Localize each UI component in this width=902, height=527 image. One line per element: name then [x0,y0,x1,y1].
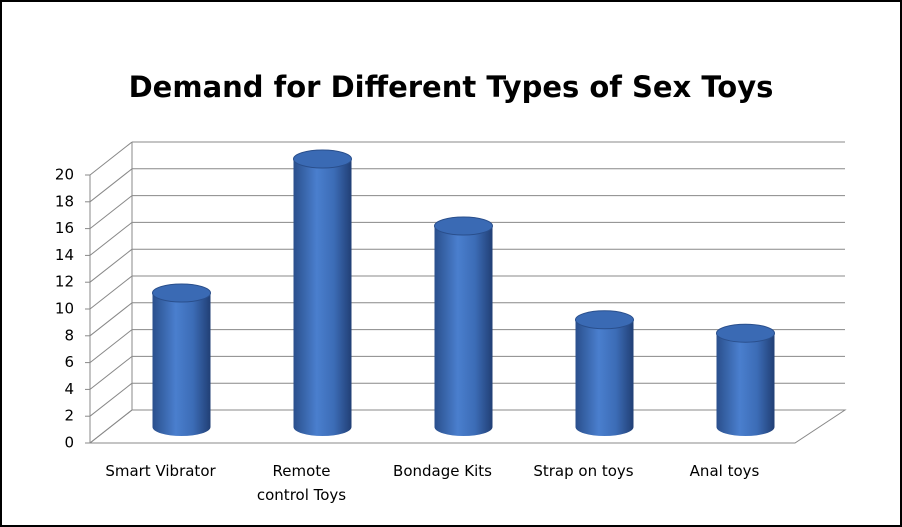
y-tick-label: 4 [64,380,74,398]
y-tick-label: 2 [64,407,74,425]
grid-line [89,329,133,363]
x-tick-label: Strap on toys [533,462,634,480]
x-tick-label: Bondage Kits [393,462,492,480]
bar-cap [152,283,211,303]
y-tick-label: 12 [55,273,74,291]
grid-line [89,302,133,337]
x-tick-wrap: Remote control Toys [256,462,347,504]
bar-cap [575,310,634,330]
x-tick-wrap: Bondage Kits [393,462,492,480]
grid-line [89,356,133,390]
y-tick-label: 8 [64,326,74,344]
grid-line [89,275,133,310]
x-tick-wrap: Anal toys [689,462,760,480]
bar-cap [434,216,493,236]
grid-line [89,222,133,256]
y-tick-label: 10 [55,300,74,318]
grid-line [89,168,133,203]
y-tick-label: 16 [55,219,74,237]
x-tick-label: Anal toys [689,462,760,480]
y-tick-label: 0 [64,434,74,452]
x-tick-label: Remote control Toys [256,462,347,504]
y-tick-label: 18 [55,192,74,210]
y-tick-label: 20 [55,166,74,184]
bar [575,319,634,436]
chart-title: Demand for Different Types of Sex Toys [129,70,774,104]
bar [434,226,493,436]
bar [293,159,352,436]
grid-line [89,141,133,176]
x-tick-label: Smart Vibrator [105,462,216,480]
x-tick-wrap: Strap on toys [533,462,634,480]
grid-line [89,248,133,283]
bar [152,293,211,436]
x-tick-wrap: Smart Vibrator [105,462,216,480]
bar-cap [293,149,352,169]
y-tick-label: 6 [64,353,74,371]
bar [716,333,775,436]
bar-cap [716,323,775,343]
y-tick-label: 14 [55,246,74,264]
grid-line [89,409,133,444]
grid-line [89,382,133,417]
grid-line [89,195,133,229]
